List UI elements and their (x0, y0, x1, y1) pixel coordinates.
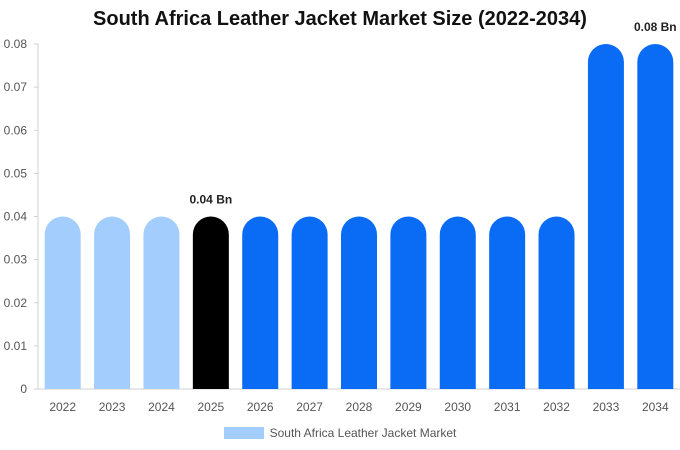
bar-2032 (538, 216, 575, 389)
bar-2022 (44, 216, 81, 389)
bar-2025 (192, 216, 229, 389)
bar-2027 (291, 216, 328, 389)
bar-2033 (587, 44, 624, 389)
y-tick-label: 0.01 (4, 339, 28, 353)
legend-label: South Africa Leather Jacket Market (269, 426, 457, 440)
bar-2030 (439, 216, 476, 389)
y-tick-label: 0.03 (4, 253, 28, 267)
y-tick-label: 0.07 (4, 80, 28, 94)
x-tick-label: 2025 (197, 400, 224, 414)
x-tick-label: 2027 (296, 400, 323, 414)
y-tick-label: 0.06 (4, 123, 28, 137)
x-tick-label: 2030 (444, 400, 471, 414)
bar-2024 (143, 216, 180, 389)
x-tick-label: 2024 (148, 400, 175, 414)
x-tick-label: 2028 (346, 400, 373, 414)
x-tick-label: 2032 (543, 400, 570, 414)
y-tick-label: 0.05 (4, 166, 28, 180)
legend-swatch (223, 427, 264, 439)
y-tick-label: 0.08 (4, 37, 28, 51)
y-tick-label: 0.04 (4, 210, 28, 224)
chart-title: South Africa Leather Jacket Market Size … (93, 8, 587, 30)
data-label: 0.04 Bn (190, 193, 233, 207)
x-tick-label: 2022 (49, 400, 76, 414)
bar-2023 (94, 216, 131, 389)
bar-2026 (242, 216, 279, 389)
y-tick-label: 0.02 (4, 296, 28, 310)
data-label: 0.08 Bn (634, 20, 677, 34)
bar-2034 (637, 44, 674, 389)
y-tick-label: 0 (20, 382, 27, 396)
x-tick-label: 2034 (642, 400, 669, 414)
x-tick-label: 2029 (395, 400, 422, 414)
x-tick-label: 2026 (247, 400, 274, 414)
bar-2028 (341, 216, 377, 389)
x-tick-label: 2033 (593, 400, 620, 414)
legend[interactable]: South Africa Leather Jacket Market (0, 426, 680, 440)
x-tick-label: 2031 (494, 400, 521, 414)
bar-2031 (489, 216, 526, 389)
bar-2029 (390, 216, 427, 389)
x-tick-label: 2023 (99, 400, 126, 414)
